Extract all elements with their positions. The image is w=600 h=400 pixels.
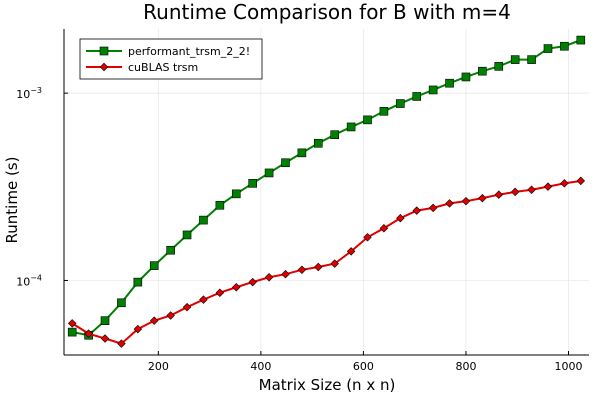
legend: performant_trsm_2_2! cuBLAS trsm: [79, 38, 263, 80]
x-tick-label: 200: [148, 360, 169, 373]
data-point: [117, 339, 126, 348]
data-point: [478, 66, 487, 76]
data-point: [543, 44, 553, 53]
x-tick-label: 800: [455, 360, 476, 373]
data-point: [84, 329, 93, 338]
data-point: [379, 224, 389, 233]
data-point: [527, 185, 536, 194]
data-point: [199, 295, 208, 304]
data-point: [232, 283, 241, 292]
data-point: [494, 62, 504, 71]
x-tick-label: 1000: [554, 360, 582, 373]
data-point: [314, 262, 323, 272]
legend-marker: [99, 62, 109, 72]
series-2: [67, 176, 586, 348]
tick-labels: 200 400 600 800 1000 10−4 10−3: [16, 86, 582, 373]
data-point: [133, 324, 143, 334]
legend-marker: [99, 46, 109, 56]
chart-title: Runtime Comparison for B with m=4: [143, 0, 511, 24]
data-point: [461, 196, 471, 206]
data-point: [445, 199, 454, 208]
y-tick-label: 10−3: [16, 86, 42, 101]
data-point: [445, 78, 454, 88]
data-point: [231, 189, 241, 199]
data-point: [100, 316, 110, 325]
data-point: [527, 55, 536, 64]
data-point: [297, 148, 307, 158]
series-line: [71, 179, 581, 345]
data-point: [396, 99, 405, 108]
data-point: [248, 277, 257, 287]
data-point: [281, 158, 290, 168]
data-point: [215, 200, 225, 210]
axes: [63, 29, 589, 356]
data-point: [313, 138, 323, 148]
data-point: [510, 55, 520, 64]
grid-lines: [64, 29, 589, 355]
series-layer: [67, 35, 586, 348]
series-1: [67, 35, 586, 340]
data-point: [248, 179, 257, 188]
data-point: [494, 190, 503, 199]
data-point: [117, 298, 126, 308]
legend-label: performant_trsm_2_2!: [128, 45, 250, 58]
data-point: [560, 179, 569, 188]
legend-box: [79, 38, 263, 80]
data-point: [346, 122, 356, 132]
x-axis-label: Matrix Size (n x n): [259, 376, 396, 394]
data-point: [182, 302, 192, 312]
data-point: [346, 247, 356, 256]
data-point: [264, 168, 274, 178]
data-point: [67, 327, 77, 337]
data-point: [428, 85, 438, 95]
data-point: [166, 311, 175, 320]
data-point: [330, 130, 340, 139]
data-point: [133, 277, 143, 287]
data-point: [478, 193, 487, 203]
data-point: [330, 259, 339, 268]
data-point: [560, 41, 569, 51]
data-point: [264, 273, 274, 282]
data-point: [149, 261, 159, 270]
data-point: [281, 269, 290, 279]
data-point: [428, 203, 438, 213]
series-line: [72, 39, 582, 337]
data-point: [166, 245, 175, 255]
data-point: [182, 230, 192, 240]
data-point: [215, 288, 225, 297]
data-point: [363, 233, 372, 242]
x-tick-label: 600: [353, 360, 374, 373]
data-point: [461, 72, 471, 82]
x-tick-label: 400: [250, 360, 271, 373]
y-axis-label: Runtime (s): [3, 157, 21, 244]
y-tick-label: 10−4: [16, 273, 42, 288]
data-point: [100, 334, 110, 343]
data-point: [510, 187, 520, 197]
data-point: [150, 316, 159, 325]
data-point: [363, 115, 372, 125]
data-point: [396, 213, 405, 223]
data-point: [576, 176, 586, 186]
data-point: [543, 182, 553, 191]
data-point: [379, 106, 389, 116]
data-point: [297, 265, 307, 275]
data-point: [199, 215, 208, 225]
data-point: [67, 319, 77, 328]
data-point: [412, 206, 421, 215]
data-point: [576, 35, 586, 45]
legend-label: cuBLAS trsm: [128, 61, 198, 74]
data-point: [412, 92, 422, 101]
